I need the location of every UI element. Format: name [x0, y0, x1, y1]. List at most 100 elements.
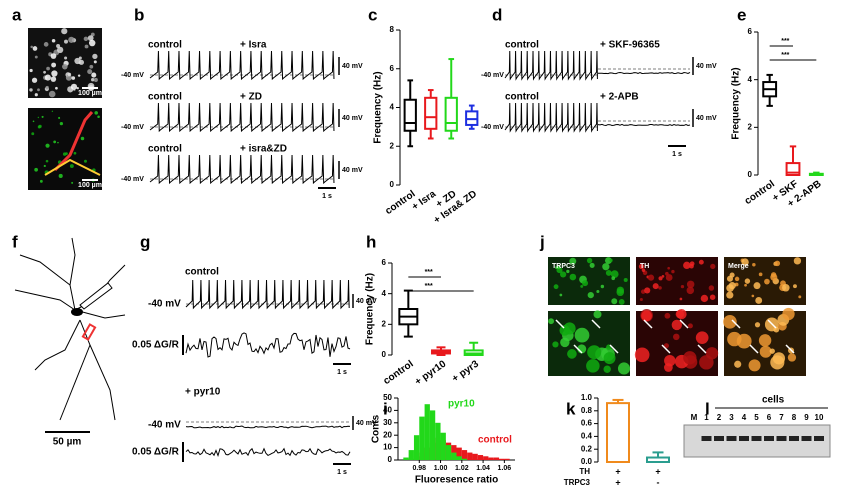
cell [559, 325, 570, 336]
cell [97, 115, 100, 118]
histogram-bar [499, 458, 505, 460]
cell [782, 284, 790, 292]
arrow [643, 319, 653, 329]
scale-label: 1 s [322, 193, 332, 200]
cell [56, 44, 61, 49]
cell [772, 352, 786, 365]
lane-label: 5 [754, 413, 759, 422]
row-label: TRPC3 [564, 478, 591, 487]
cell [548, 318, 555, 325]
bar [606, 402, 630, 463]
cell [50, 76, 57, 82]
cell [679, 297, 683, 301]
roi [81, 323, 97, 341]
lane-label: 7 [779, 413, 784, 422]
cell [44, 74, 51, 81]
cell [64, 39, 69, 44]
cell [593, 310, 602, 319]
cell [774, 260, 781, 267]
cell [758, 272, 763, 277]
y-tick-label: 2 [390, 141, 395, 150]
row-value: + [655, 466, 660, 476]
histogram-bar [467, 452, 473, 460]
cell [37, 88, 40, 92]
cell [80, 136, 85, 141]
y-tick-label: 4 [748, 75, 753, 84]
cell [61, 28, 68, 35]
band [751, 436, 762, 441]
potential-label: -40 mV [148, 420, 181, 431]
box [424, 96, 438, 130]
cell [88, 39, 96, 47]
cell [793, 284, 797, 289]
cell [638, 263, 645, 270]
panel-label: b [134, 5, 144, 24]
cell [683, 351, 697, 365]
y-tick-label: 2 [382, 319, 387, 328]
y-tick-label: 6 [382, 258, 387, 267]
cell [62, 63, 68, 70]
cell [46, 66, 50, 71]
neuron [44, 158, 101, 176]
cell [755, 297, 763, 304]
cell [699, 355, 714, 370]
cell [689, 263, 694, 269]
histogram-bar [456, 447, 462, 460]
x-tick-label: 1.02 [455, 465, 469, 472]
cell [39, 179, 43, 183]
y-tick-label: 8 [390, 25, 395, 34]
signal-label: 0.05 ΔG/R [132, 447, 180, 458]
cell [29, 68, 33, 73]
histogram-bar [461, 450, 468, 460]
potential-label: -40 mV [148, 299, 181, 310]
panel-label: j [539, 232, 545, 251]
cell [71, 181, 74, 184]
bar [646, 456, 670, 463]
dendrite [34, 319, 81, 371]
dendrite [14, 289, 76, 311]
cell [89, 64, 94, 69]
arrow [697, 344, 707, 354]
legend-label: control [478, 435, 512, 446]
x-tick-label: 0.98 [412, 465, 426, 472]
cell [37, 116, 40, 119]
cell [667, 266, 670, 270]
cell [32, 46, 38, 51]
scale-label: 40 mV [696, 63, 717, 70]
cell [665, 271, 669, 276]
histogram-bar [445, 445, 452, 460]
panel-label: f [12, 232, 18, 251]
lane-label: 8 [792, 413, 797, 422]
histogram-bar [493, 457, 500, 460]
y-tick-label: 2 [748, 122, 753, 131]
cell [29, 88, 33, 92]
signal-label: 0.05 ΔG/R [132, 340, 180, 351]
voltage-trace [149, 154, 335, 185]
trace [598, 71, 691, 75]
cell [664, 312, 671, 319]
arrow [573, 344, 583, 354]
row-value: - [657, 477, 660, 487]
cell [51, 39, 56, 43]
x-tick-label: 1.06 [498, 465, 512, 472]
cell [741, 258, 749, 266]
box [785, 162, 801, 176]
cell [769, 348, 775, 354]
legend-label: pyr10 [448, 399, 475, 410]
cell [698, 259, 704, 265]
cell [764, 278, 770, 285]
scale-label: 1 s [337, 369, 347, 376]
trace [185, 425, 351, 429]
arrow [609, 344, 619, 354]
condition-label: + pyr10 [185, 387, 221, 398]
row-value: + [615, 477, 620, 487]
panel-label: e [737, 5, 746, 24]
annotation: *** [781, 52, 789, 59]
y-tick-label: 0 [388, 455, 393, 464]
lane-label: 10 [815, 413, 824, 422]
condition-label: + ZD [240, 92, 262, 103]
cell [647, 274, 655, 281]
scale-label: 100 µm [78, 182, 102, 189]
annotation: *** [425, 269, 433, 276]
